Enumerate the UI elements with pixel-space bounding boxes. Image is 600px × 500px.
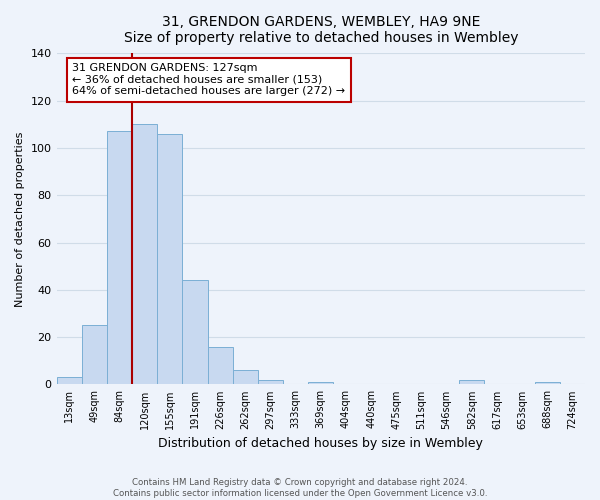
Bar <box>233 370 258 384</box>
Bar <box>182 280 208 384</box>
Bar <box>459 380 484 384</box>
Bar <box>258 380 283 384</box>
Bar <box>208 346 233 385</box>
Bar <box>82 326 107 384</box>
Bar <box>107 132 132 384</box>
Bar <box>535 382 560 384</box>
Y-axis label: Number of detached properties: Number of detached properties <box>15 131 25 306</box>
Text: 31 GRENDON GARDENS: 127sqm
← 36% of detached houses are smaller (153)
64% of sem: 31 GRENDON GARDENS: 127sqm ← 36% of deta… <box>73 63 346 96</box>
Bar <box>56 378 82 384</box>
X-axis label: Distribution of detached houses by size in Wembley: Distribution of detached houses by size … <box>158 437 483 450</box>
Title: 31, GRENDON GARDENS, WEMBLEY, HA9 9NE
Size of property relative to detached hous: 31, GRENDON GARDENS, WEMBLEY, HA9 9NE Si… <box>124 15 518 45</box>
Bar <box>157 134 182 384</box>
Text: Contains HM Land Registry data © Crown copyright and database right 2024.
Contai: Contains HM Land Registry data © Crown c… <box>113 478 487 498</box>
Bar <box>132 124 157 384</box>
Bar <box>308 382 334 384</box>
